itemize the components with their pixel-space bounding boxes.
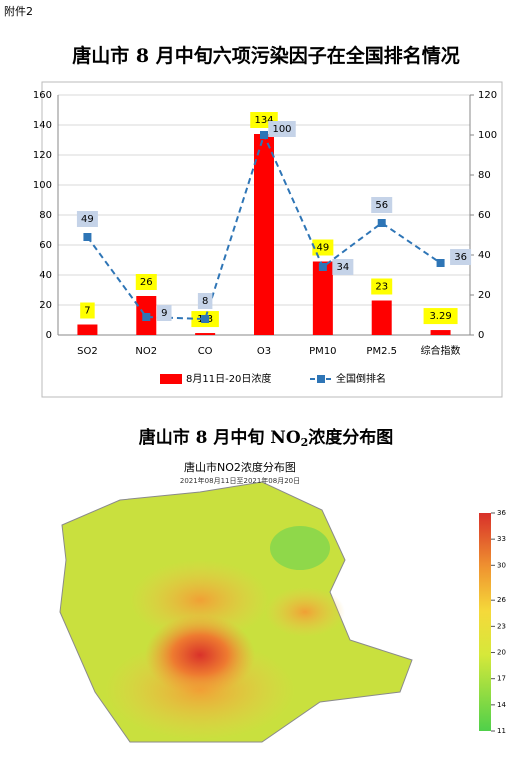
value-label-box — [76, 211, 98, 227]
value-label: 134 — [254, 115, 273, 126]
colorbar-tick-label: 11 — [497, 727, 506, 735]
y-tick-label: 160 — [33, 90, 52, 101]
legend-label: 全国倒排名 — [336, 372, 386, 385]
bar — [430, 330, 451, 335]
x-tick-label: SO2 — [77, 346, 98, 357]
value-label-box — [268, 121, 296, 137]
marker — [377, 219, 386, 227]
chart: 0 20 40 60 80 100 120 140 160 0 20 40 60 80 100 120 SO2 N… — [33, 90, 497, 385]
value-label: 36 — [454, 252, 467, 263]
colorbar-tick-label: 30 — [497, 561, 506, 569]
x-tick-label: 综合指数 — [421, 344, 461, 357]
y2-tick-label: 120 — [478, 90, 497, 101]
colorbar-tick-label: 14 — [497, 701, 506, 709]
value-label-box — [197, 293, 213, 309]
value-label: 3.29 — [429, 311, 451, 322]
value-label-box — [135, 274, 157, 290]
colorbar-tick-label: 23 — [497, 622, 506, 630]
y-tick-label: 0 — [46, 330, 52, 341]
y2-tick-label: 80 — [478, 170, 491, 181]
marker — [436, 259, 445, 267]
y-tick-label: 140 — [33, 120, 52, 131]
x-tick-label: CO — [198, 346, 213, 357]
heading-part: 唐山市 8 月中旬 NO — [139, 427, 301, 448]
y-tick-label: 60 — [39, 240, 52, 251]
value-label-box — [423, 308, 458, 325]
value-label: 49 — [316, 243, 329, 254]
map-zone — [145, 615, 255, 695]
attachment-label: 附件2 — [4, 4, 33, 18]
y2-tick-label: 60 — [478, 210, 491, 221]
bar — [195, 333, 216, 335]
x-tick-label: PM10 — [309, 346, 336, 357]
value-label-box — [157, 305, 172, 321]
map-zone — [270, 526, 330, 570]
value-label: 49 — [81, 214, 94, 225]
x-tick-label: PM2.5 — [366, 346, 397, 357]
value-label: 56 — [375, 200, 388, 211]
map-zone — [130, 560, 270, 640]
y-tick-label: 40 — [39, 270, 52, 281]
map-zone — [265, 587, 345, 637]
y-tick-label: 20 — [39, 300, 52, 311]
colorbar-tick-label: 26 — [497, 596, 506, 604]
y2-tick-label: 100 — [478, 130, 497, 141]
y-tick-label: 100 — [33, 180, 52, 191]
x-tick-label: NO2 — [135, 346, 157, 357]
y-tick-label: 80 — [39, 210, 52, 221]
value-label-box — [312, 239, 334, 256]
map-heading: 唐山市 8 月中旬 NO2浓度分布图 — [139, 427, 394, 450]
bar — [371, 300, 392, 335]
marker — [318, 263, 327, 271]
x-tick-label: O3 — [257, 346, 271, 357]
bar — [312, 261, 333, 335]
y2-tick-label: 40 — [478, 250, 491, 261]
marker — [142, 313, 151, 321]
marker — [83, 233, 92, 241]
legend-swatch — [160, 374, 182, 384]
value-label: 26 — [140, 277, 153, 288]
value-label: 100 — [272, 124, 291, 135]
colorbar-tick-label: 36 — [497, 509, 506, 517]
map-image: 唐山市NO2浓度分布图 2021年08月11日至2021年08月20日 — [40, 452, 500, 760]
legend-label: 8月11日-20日浓度 — [186, 372, 271, 385]
colorbar-tick-label: 20 — [497, 649, 506, 657]
marker — [260, 131, 268, 139]
marker — [201, 315, 210, 323]
value-label: 34 — [336, 262, 349, 273]
value-label: 7 — [84, 306, 90, 317]
colorbar-tick-label: 17 — [497, 675, 506, 683]
bar — [254, 134, 274, 335]
y2-tick-label: 0 — [478, 330, 484, 341]
value-label: 8 — [202, 296, 208, 307]
legend-swatch — [317, 375, 325, 383]
value-label-box — [371, 197, 393, 213]
heading-part: 浓度分布图 — [308, 427, 393, 448]
value-label-box — [332, 259, 354, 275]
colorbar — [479, 513, 491, 731]
value-label-box — [80, 302, 95, 319]
value-label: 23 — [375, 282, 388, 293]
heading-subscript: 2 — [301, 436, 309, 449]
y-tick-label: 120 — [33, 150, 52, 161]
map-title: 唐山市NO2浓度分布图 — [184, 460, 296, 474]
value-label-box — [371, 278, 393, 295]
value-label: 9 — [161, 308, 167, 319]
chart-title: 唐山市 8 月中旬六项污染因子在全国排名情况 — [72, 44, 459, 67]
value-label-box — [450, 249, 472, 265]
colorbar-tick-label: 33 — [497, 535, 506, 543]
colorbar-ticks: 11 14 17 20 23 26 30 33 36 — [491, 509, 506, 735]
map-subtitle: 2021年08月11日至2021年08月20日 — [180, 476, 300, 485]
y2-tick-label: 20 — [478, 290, 491, 301]
bar — [77, 324, 98, 335]
